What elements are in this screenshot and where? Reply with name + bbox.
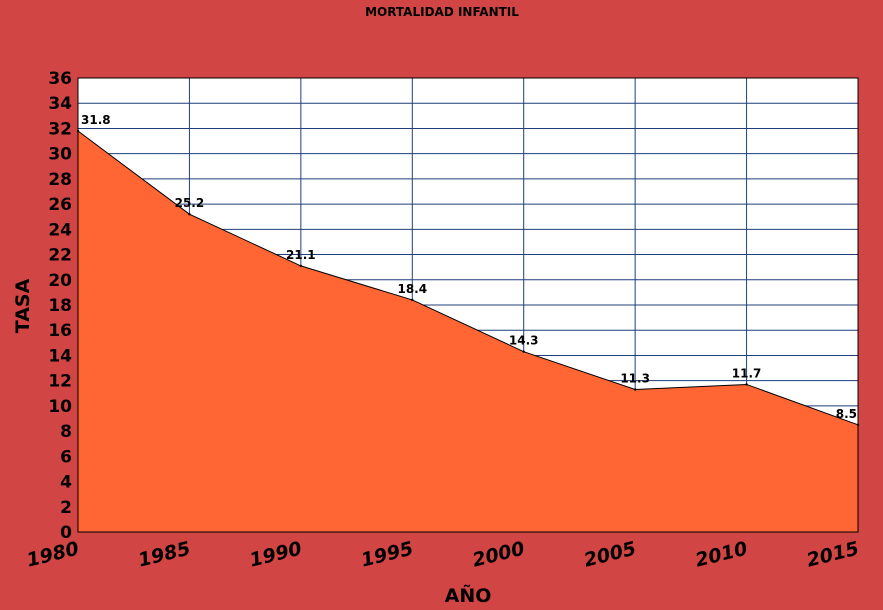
y-tick-label: 22 — [48, 246, 72, 266]
data-point — [633, 388, 637, 391]
y-tick-label: 16 — [48, 321, 72, 341]
data-point — [188, 213, 191, 216]
data-point — [299, 264, 303, 268]
x-tick-label: 1990 — [247, 538, 304, 572]
y-tick-label: 10 — [48, 397, 72, 417]
data-point — [411, 298, 414, 302]
y-tick-label: 28 — [48, 170, 72, 190]
x-tick-label: 1985 — [136, 538, 193, 572]
plot-border — [77, 77, 859, 533]
y-tick-label: 32 — [48, 119, 72, 139]
data-point — [745, 383, 748, 386]
plot-area: 02468101214161820222426283032343631.825.… — [25, 69, 862, 572]
x-tick-label: 2000 — [470, 538, 527, 572]
x-axis-title: AÑO — [445, 583, 492, 607]
x-tick-label: 2015 — [805, 538, 862, 572]
x-tick-label: 1980 — [25, 538, 82, 572]
chart-title: MORTALIDAD INFANTIL — [365, 5, 519, 19]
y-tick-label: 18 — [48, 296, 72, 316]
y-tick-label: 24 — [48, 220, 72, 240]
y-tick-label: 36 — [48, 69, 72, 89]
area-fill — [78, 130, 858, 532]
data-label: 18.4 — [397, 282, 427, 296]
series-line — [77, 130, 859, 426]
data-label: 11.3 — [620, 371, 650, 385]
y-tick-label: 0 — [60, 523, 72, 543]
y-tick-label: 4 — [60, 473, 72, 493]
y-tick-label: 20 — [48, 271, 72, 291]
y-tick-label: 14 — [48, 346, 72, 366]
y-tick-label: 8 — [60, 422, 72, 442]
data-label: 31.8 — [81, 113, 111, 127]
y-tick-label: 34 — [48, 94, 72, 114]
data-label: 21.1 — [286, 248, 316, 262]
x-tick-label: 2005 — [582, 538, 639, 572]
y-tick-label: 26 — [48, 195, 72, 215]
y-tick-label: 30 — [48, 145, 72, 165]
data-label: 8.5 — [836, 407, 857, 421]
x-tick-label: 1995 — [359, 538, 416, 572]
y-tick-label: 2 — [60, 498, 72, 518]
data-label: 11.7 — [732, 366, 762, 380]
data-label: 25.2 — [175, 196, 205, 210]
data-label: 14.3 — [509, 334, 539, 348]
data-point — [522, 350, 525, 353]
x-tick-label: 2010 — [693, 538, 750, 572]
y-tick-label: 6 — [60, 447, 72, 467]
y-axis-title: TASA — [12, 278, 34, 333]
y-tick-label: 12 — [48, 372, 72, 392]
